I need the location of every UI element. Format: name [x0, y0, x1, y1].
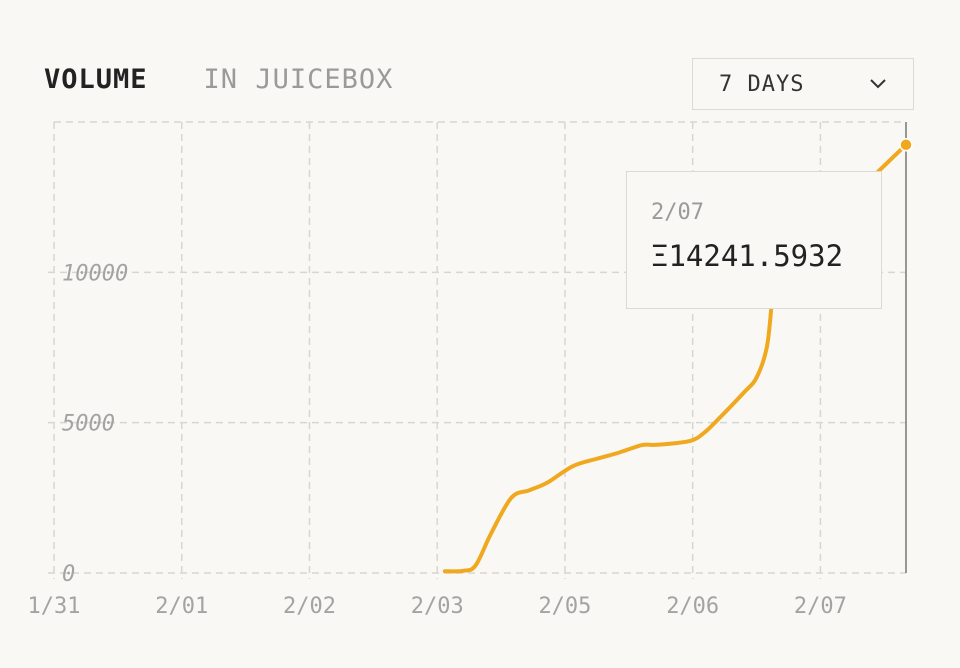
y-tick-label: 5000 [62, 412, 115, 437]
highlight-point [899, 138, 913, 152]
tab-in-juicebox[interactable]: IN JUICEBOX [203, 64, 394, 95]
x-tick-label: 1/31 [28, 594, 81, 619]
x-tick-label: 2/07 [794, 594, 847, 619]
metric-tabs: VOLUME IN JUICEBOX [44, 64, 393, 95]
range-select-value: 7 DAYS [719, 71, 805, 97]
tooltip-date: 2/07 [651, 200, 704, 225]
tab-volume[interactable]: VOLUME [44, 64, 148, 95]
x-tick-label: 2/03 [411, 594, 464, 619]
chevron-down-icon [869, 78, 887, 90]
y-tick-label: 10000 [62, 261, 128, 286]
range-select[interactable]: 7 DAYS [692, 58, 914, 110]
y-tick-label: 0 [62, 562, 75, 587]
x-tick-label: 2/02 [283, 594, 336, 619]
tooltip-value: Ξ14241.5932 [651, 239, 844, 273]
x-tick-label: 2/05 [538, 594, 591, 619]
volume-series-line [442, 142, 908, 574]
x-tick-label: 2/06 [666, 594, 719, 619]
chart-tooltip: 2/07 Ξ14241.5932 [626, 171, 882, 309]
x-tick-label: 2/01 [155, 594, 208, 619]
